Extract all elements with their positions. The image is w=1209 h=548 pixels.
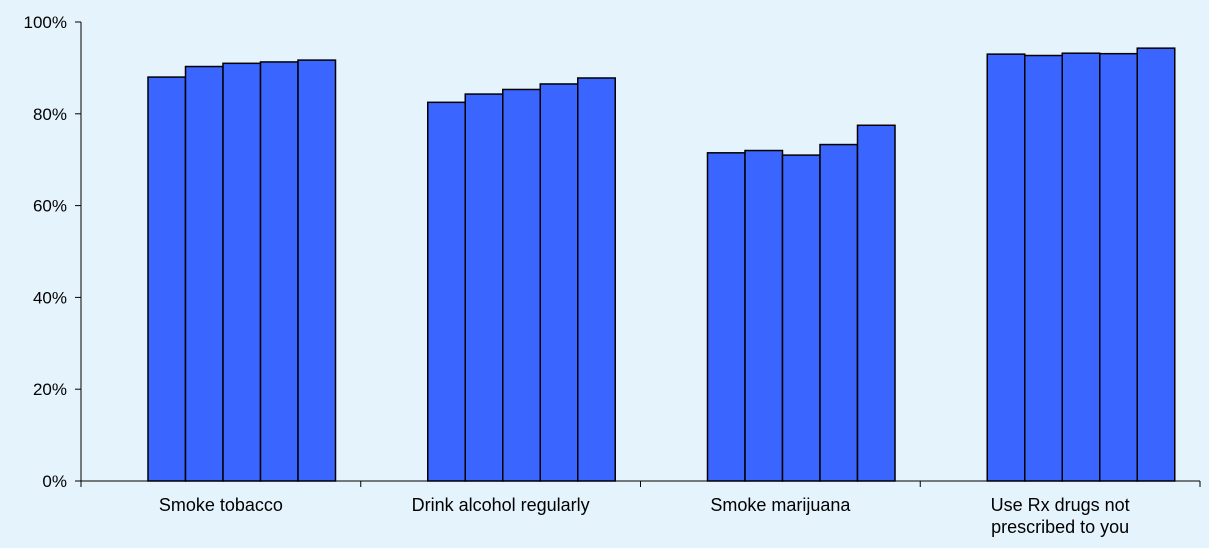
bar [539, 83, 579, 482]
bar [1099, 52, 1138, 482]
bar [577, 77, 616, 482]
category-label: Drink alcohol regularly [412, 495, 590, 515]
y-tick-label: 80% [33, 105, 67, 124]
category-label: Smoke tobacco [159, 495, 283, 515]
bar [706, 152, 746, 482]
bars [147, 47, 1176, 482]
y-tick-label: 40% [33, 288, 67, 307]
bar [184, 65, 224, 482]
category-label-line: Drink alcohol regularly [412, 495, 590, 515]
bar [1061, 52, 1101, 482]
y-tick-label: 100% [24, 13, 67, 32]
bar [297, 59, 337, 482]
bar [819, 143, 859, 482]
bar [1024, 54, 1063, 482]
bar [986, 53, 1026, 482]
y-tick-label: 60% [33, 197, 67, 216]
bar [744, 149, 784, 482]
bar [259, 61, 299, 482]
bar [856, 124, 896, 482]
y-tick-label: 0% [42, 472, 67, 491]
category-label: Smoke marijuana [710, 495, 851, 515]
bar [502, 88, 541, 482]
category-label-line: Smoke marijuana [710, 495, 851, 515]
bar [1136, 47, 1176, 482]
bar [427, 101, 466, 482]
y-axis: 0% 20% 40% 60% 80% 100% [24, 13, 82, 491]
bar [222, 62, 262, 482]
category-label: Use Rx drugs not prescribed to you [991, 495, 1130, 537]
bar [147, 76, 187, 482]
category-labels: Smoke tobacco Drink alcohol regularly Smok… [159, 495, 1130, 537]
x-axis [80, 480, 1201, 487]
category-label-line: prescribed to you [991, 517, 1129, 537]
category-label-line: Smoke tobacco [159, 495, 283, 515]
y-tick-label: 20% [33, 380, 67, 399]
bar [464, 93, 504, 482]
category-label-line: Use Rx drugs not [991, 495, 1130, 515]
bar [781, 154, 821, 482]
